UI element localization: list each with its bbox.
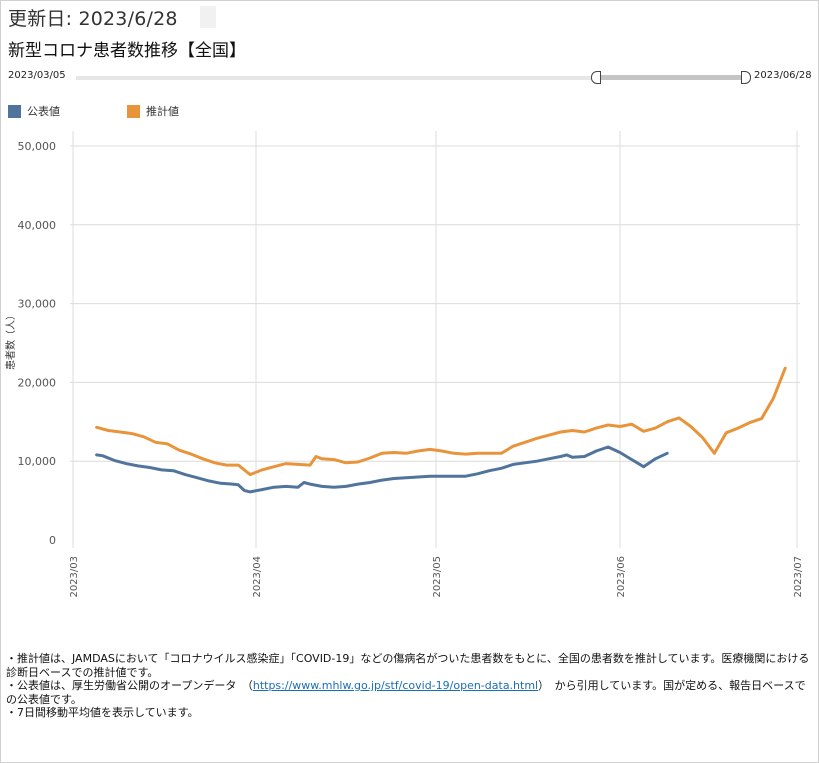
x-tick-label-2: 2023/05: [432, 556, 443, 598]
y-tick-label-4: 40,000: [18, 219, 57, 232]
legend-item-official[interactable]: 公表値: [8, 104, 60, 118]
legend-item-estimate[interactable]: 推計値: [127, 104, 179, 118]
range-start-label: 2023/03/05: [8, 70, 66, 81]
x-tick-label-3: 2023/06: [616, 556, 627, 598]
range-slider-end-handle[interactable]: [741, 71, 751, 84]
x-tick-label-1: 2023/04: [252, 556, 263, 598]
range-slider-start-handle[interactable]: [591, 71, 601, 84]
x-tick-label-4: 2023/07: [793, 556, 804, 598]
note-official-prefix: ・公表値は、厚生労働省公開のオープンデータ （: [6, 679, 253, 692]
updated-placeholder-box: [200, 6, 216, 28]
footnotes: ・推計値は、JAMDASにおいて「コロナウイルス感染症」「COVID-19」など…: [6, 652, 811, 720]
note-official: ・公表値は、厚生労働省公開のオープンデータ （https://www.mhlw.…: [6, 679, 811, 706]
y-tick-label-2: 20,000: [18, 376, 57, 389]
legend-label-estimate: 推計値: [146, 105, 179, 118]
legend-label-official: 公表値: [27, 105, 60, 118]
page-title: 新型コロナ患者数推移【全国】: [8, 41, 246, 61]
y-tick-label-1: 10,000: [18, 455, 57, 468]
range-slider-selection[interactable]: [596, 75, 746, 80]
mhlw-open-data-link[interactable]: https://www.mhlw.go.jp/stf/covid-19/open…: [252, 679, 539, 692]
y-tick-label-5: 50,000: [18, 140, 57, 153]
legend-swatch-official: [8, 104, 21, 118]
updated-date: 更新日: 2023/6/28: [8, 8, 178, 30]
range-slider-track[interactable]: [76, 76, 748, 80]
legend-swatch-estimate: [127, 104, 140, 118]
y-tick-label-0: 0: [49, 534, 56, 547]
range-end-label: 2023/06/28: [754, 70, 812, 81]
note-moving-average: ・7日間移動平均値を表示しています。: [6, 706, 199, 719]
x-tick-label-0: 2023/03: [69, 556, 80, 598]
series-line-estimate: [95, 366, 787, 477]
note-official-suffix: ） から引用しています。国が定める、報告日ベースでの公表値です。: [6, 679, 806, 706]
y-tick-label-3: 30,000: [18, 298, 57, 311]
series-line-official: [95, 445, 669, 494]
y-axis-label: 患者数（人）: [4, 310, 17, 370]
line-chart: 0 10,000 20,000 30,000 40,000 50,000 2023/03 20…: [4, 131, 804, 598]
note-estimate: ・推計値は、JAMDASにおいて「コロナウイルス感染症」「COVID-19」など…: [6, 652, 810, 679]
